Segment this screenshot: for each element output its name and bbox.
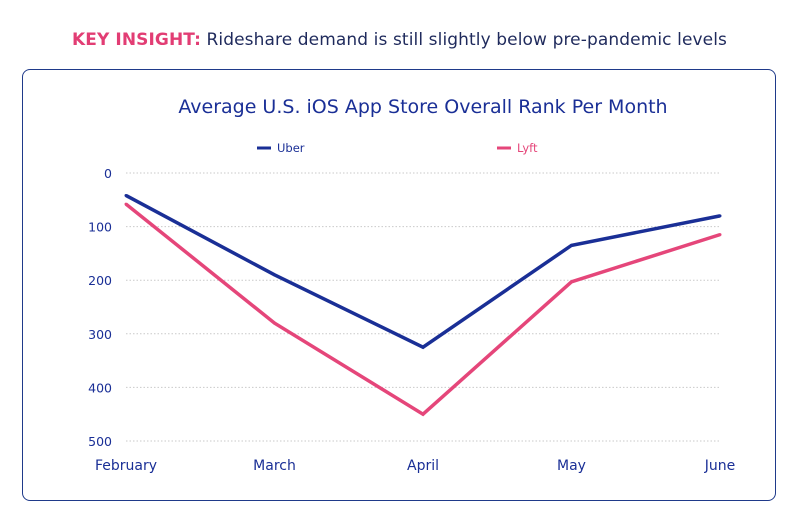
chart-title: Average U.S. iOS App Store Overall Rank … [178, 96, 667, 118]
x-tick-label-june: June [704, 458, 736, 474]
y-tick-label-0: 0 [104, 166, 112, 181]
y-tick-label-300: 300 [88, 327, 112, 342]
y-tick-label-500: 500 [88, 434, 112, 449]
key-insight-text: Rideshare demand is still slightly below… [200, 30, 728, 50]
data-point-lyft-april [421, 412, 425, 416]
series-line-uber [125, 193, 721, 350]
legend-label-uber: Uber [277, 141, 305, 155]
data-point-lyft-may [570, 280, 573, 284]
x-tick-label-march: March [253, 458, 296, 474]
key-insight-label: KEY INSIGHT: [71, 30, 201, 50]
data-point-uber-may [570, 243, 573, 247]
x-axis-ticks: February March April May June [95, 458, 735, 474]
data-point-lyft-june [718, 233, 722, 237]
data-point-lyft-march [273, 321, 276, 325]
data-point-uber-february [124, 194, 128, 198]
y-tick-label-400: 400 [88, 380, 112, 395]
series-lines [124, 193, 722, 417]
data-point-uber-june [718, 214, 722, 218]
key-insight: KEY INSIGHT: Rideshare demand is still s… [0, 30, 799, 50]
x-tick-label-april: April [407, 458, 439, 474]
legend-label-lyft: Lyft [517, 141, 538, 155]
x-tick-label-february: February [95, 458, 157, 474]
y-axis-ticks: 0 100 200 300 400 500 [88, 166, 112, 449]
chart-card [22, 69, 776, 501]
series-line-lyft [124, 202, 721, 417]
y-tick-label-200: 200 [88, 273, 112, 288]
gridlines [126, 172, 720, 442]
data-point-lyft-february [124, 202, 128, 206]
x-tick-label-may: May [557, 458, 586, 474]
data-point-uber-march [273, 273, 276, 277]
legend: Uber Lyft [257, 141, 538, 155]
y-tick-label-100: 100 [88, 220, 112, 235]
data-point-uber-april [421, 345, 425, 349]
